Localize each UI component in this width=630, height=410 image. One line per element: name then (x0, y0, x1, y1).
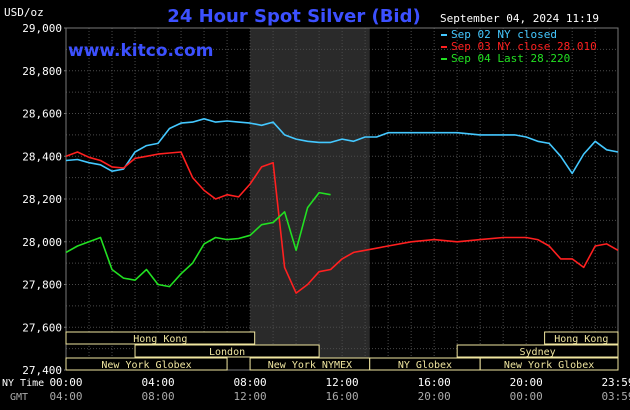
x-tick-label-ny: 20:00 (510, 376, 543, 389)
legend-label-sep02: Sep 02 NY closed (451, 28, 557, 41)
session-bar (134, 344, 320, 358)
session-label: London (209, 347, 245, 358)
gmt-row-label: GMT (10, 392, 28, 403)
session-label: New York NYMEX (268, 360, 352, 371)
x-tick-label-ny: 00:00 (49, 376, 82, 389)
x-tick-label-gmt: 04:00 (49, 390, 82, 403)
datetime-stamp: September 04, 2024 11:19 (440, 12, 599, 25)
y-tick-label: 28,600 (22, 108, 62, 121)
y-axis-ticks: 29,000 28,800 28,600 28,400 28,200 28,000 27,8… (22, 22, 66, 377)
y-axis-label: USD/oz (4, 6, 44, 19)
x-tick-label-gmt: 00:00 (510, 390, 543, 403)
y-tick-label: 27,600 (22, 321, 62, 334)
y-tick-label: 27,400 (22, 364, 62, 377)
series-line-sep02 (65, 118, 619, 175)
ny-time-row-label: NY Time (2, 378, 44, 389)
session-label: New York Globex (504, 360, 594, 371)
x-axis-ticks: 00:0004:0004:0008:0008:0012:0012:0016:00… (49, 376, 630, 403)
y-tick-label: 29,000 (22, 22, 62, 35)
x-tick-label-gmt: 08:00 (141, 390, 174, 403)
series-line-sep04 (65, 191, 331, 288)
legend: Sep 02 NY closed Sep 03 NY close 28.010 … (441, 28, 597, 65)
watermark-url: www.kitco.com (68, 41, 213, 61)
session-label: Hong Kong (554, 334, 608, 345)
legend-label-sep03: Sep 03 NY close 28.010 (451, 40, 597, 53)
session-label: New York Globex (101, 360, 191, 371)
session-bar (65, 331, 256, 345)
session-bar (456, 344, 619, 358)
y-tick-label: 28,800 (22, 65, 62, 78)
legend-label-sep04: Sep 04 Last 28.220 (451, 52, 570, 65)
x-tick-label-ny: 16:00 (418, 376, 451, 389)
x-tick-label-gmt: 20:00 (418, 390, 451, 403)
y-tick-label: 28,200 (22, 193, 62, 206)
session-label: Sydney (520, 347, 556, 358)
y-tick-label: 28,400 (22, 150, 62, 163)
chart-title: 24 Hour Spot Silver (Bid) (167, 6, 420, 27)
x-tick-label-ny: 08:00 (234, 376, 267, 389)
x-tick-label-gmt: 12:00 (234, 390, 267, 403)
series-line-sep03 (65, 151, 619, 294)
series-lines (65, 118, 619, 294)
x-tick-label-ny: 23:59 (601, 376, 630, 389)
session-bar (65, 357, 228, 371)
x-tick-label-ny: 12:00 (326, 376, 359, 389)
trading-sessions: Hong Kong Hong Kong London Sydney New York G… (65, 331, 619, 371)
x-tick-label-gmt: 03:59 (601, 390, 630, 403)
session-label: NY Globex (398, 360, 452, 371)
session-bar (479, 357, 619, 371)
y-tick-label: 28,000 (22, 236, 62, 249)
x-tick-label-ny: 04:00 (141, 376, 174, 389)
session-label: Hong Kong (133, 334, 187, 345)
session-bar (544, 331, 619, 345)
x-tick-label-gmt: 16:00 (326, 390, 359, 403)
y-tick-label: 27,800 (22, 279, 62, 292)
grid-lines (65, 27, 619, 371)
